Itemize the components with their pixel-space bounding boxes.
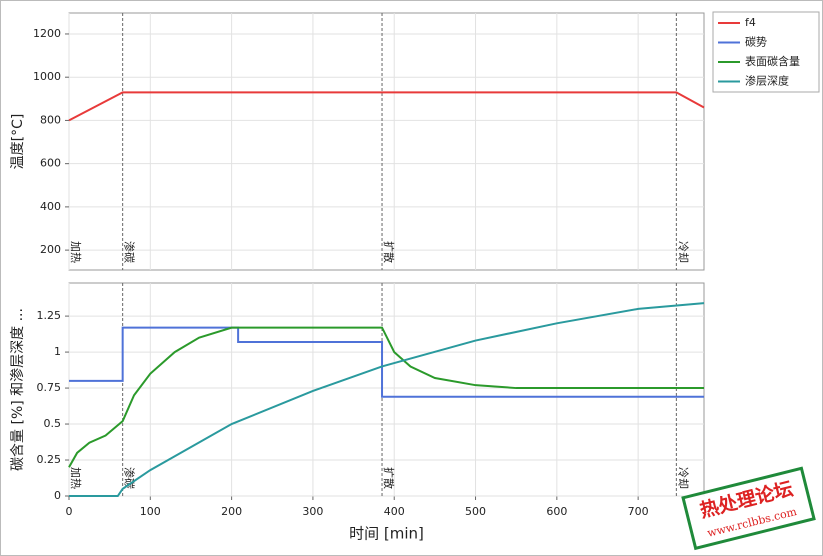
legend-label: 渗层深度 [745, 74, 789, 88]
y-tick-label: 1.25 [37, 309, 62, 322]
y-tick-label: 0 [54, 489, 61, 502]
plot-area [68, 12, 705, 271]
phase-label: 加热 [69, 241, 82, 263]
legend [712, 11, 820, 93]
x-tick-label: 300 [302, 505, 323, 518]
x-tick-label: 100 [140, 505, 161, 518]
watermark-box [681, 466, 816, 551]
y-tick-label: 0.25 [37, 453, 62, 466]
y-tick-label: 200 [40, 243, 61, 256]
legend-label: f4 [745, 16, 756, 29]
y-axis-label: 温度[°C] [10, 114, 26, 170]
y-tick-label: 1000 [33, 70, 61, 83]
legend-label: 碳势 [745, 35, 767, 49]
y-tick-label: 0.75 [37, 381, 62, 394]
y-tick-label: 1 [54, 345, 61, 358]
phase-label: 扩散 [382, 467, 396, 489]
phase-label: 冷却 [676, 467, 689, 489]
x-tick-label: 700 [628, 505, 649, 518]
x-tick-label: 500 [465, 505, 486, 518]
x-tick-label: 200 [221, 505, 242, 518]
phase-label: 渗碳 [123, 241, 137, 263]
y-tick-label: 400 [40, 200, 61, 213]
phase-label: 加热 [69, 467, 82, 489]
y-tick-label: 1200 [33, 27, 61, 40]
series-line [69, 326, 704, 398]
y-tick-label: 0.5 [44, 417, 62, 430]
y-axis-label: 碳含量 [%] 和渗层深度 ... [10, 308, 26, 471]
series-line [68, 91, 705, 122]
x-tick-label: 600 [546, 505, 567, 518]
phase-label: 冷却 [676, 241, 689, 263]
legend-label: 表面碳含量 [745, 54, 800, 68]
series-line [68, 326, 704, 468]
x-tick-label: 0 [66, 505, 73, 518]
phase-label: 渗碳 [123, 467, 137, 489]
watermark: 热处理论坛 www.rclbbs.com [681, 466, 816, 551]
series-line [69, 302, 705, 497]
x-tick-label: 400 [384, 505, 405, 518]
x-axis-label: 时间 [min] [349, 525, 424, 543]
y-tick-label: 600 [40, 157, 61, 170]
y-tick-label: 800 [40, 113, 61, 126]
phase-label: 扩散 [382, 241, 396, 263]
